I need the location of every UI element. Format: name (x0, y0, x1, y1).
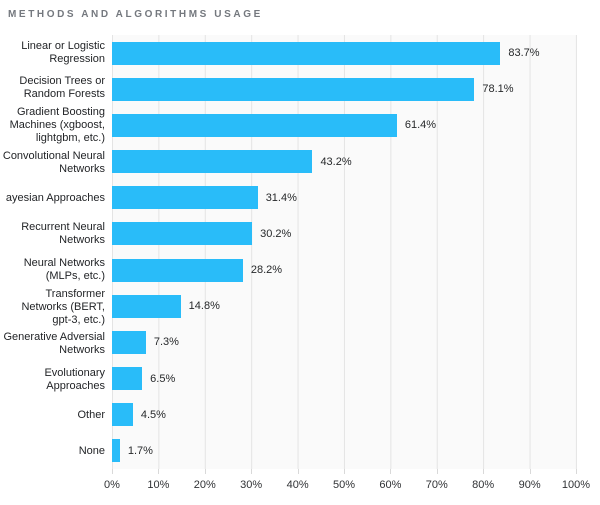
value-label: 6.5% (150, 372, 176, 385)
bar-row: 14.8% (112, 288, 577, 324)
bar (112, 113, 397, 137)
bar (112, 150, 313, 174)
x-tick-label: 20% (193, 479, 216, 491)
bar (112, 222, 253, 246)
x-tick-label: 30% (240, 479, 263, 491)
bar (112, 330, 146, 354)
bar (112, 403, 133, 427)
category-label: Generative Adversial Networks (3, 331, 106, 357)
value-label: 4.5% (140, 408, 166, 421)
bar-row: 78.1% (112, 71, 577, 107)
bar-row: 6.5% (112, 361, 577, 397)
value-label: 83.7% (508, 47, 540, 60)
x-tick-label: 50% (332, 479, 356, 491)
category-label: Convolutional Neural Networks (2, 149, 105, 175)
chart-title: METHODS AND ALGORITHMS USAGE (8, 9, 263, 20)
x-tick-mark (436, 469, 438, 474)
bar (112, 77, 475, 101)
value-label: 14.8% (188, 300, 220, 313)
x-tick-mark (483, 469, 485, 474)
bar-row: 4.5% (112, 397, 577, 433)
bar-row: 30.2% (112, 216, 577, 252)
bar (112, 439, 120, 463)
category-labels: Linear or Logistic Regression Decision Tr… (0, 35, 105, 469)
value-label: 30.2% (260, 227, 292, 240)
x-tick-label: 90% (518, 479, 541, 491)
x-tick-mark (344, 469, 345, 474)
bar (112, 367, 143, 391)
x-tick-mark (576, 469, 577, 474)
bar (112, 186, 258, 210)
bar-row: 28.2% (112, 252, 577, 288)
x-axis: 0% 10% 20% 30% 40% 50% 60% 70% 80% 90% 100% (0, 469, 600, 503)
bar-row: 61.4% (112, 107, 577, 143)
value-label: 1.7% (127, 444, 153, 457)
x-tick-mark (390, 469, 392, 474)
category-label: Recurrent Neural Networks (21, 221, 105, 247)
value-label: 78.1% (482, 83, 514, 96)
x-tick-mark (112, 469, 113, 474)
x-tick-mark (251, 469, 253, 474)
x-tick-label: 70% (425, 479, 448, 491)
bar-row: 31.4% (112, 180, 577, 216)
value-label: 43.2% (320, 155, 352, 168)
x-tick-mark (204, 469, 206, 474)
x-tick-label: 60% (379, 479, 402, 491)
bar-row: 7.3% (112, 324, 577, 360)
x-tick-mark (158, 469, 160, 474)
x-tick-label: 80% (472, 479, 495, 491)
x-tick-label: 10% (147, 479, 170, 491)
x-tick-mark (529, 469, 531, 474)
bar (112, 294, 181, 318)
x-tick-mark (297, 469, 299, 474)
category-label: None (78, 444, 105, 457)
bar-row: 83.7% (112, 35, 577, 71)
bar-row: 43.2% (112, 144, 577, 180)
category-label: ayesian Approaches (5, 192, 105, 205)
category-label: Linear or Logistic Regression (21, 39, 105, 65)
x-tick-label: 40% (286, 479, 309, 491)
category-label: Gradient Boosting Machines (xgboost, lig… (9, 106, 105, 145)
bar (112, 41, 501, 65)
category-label: Other (77, 409, 105, 422)
value-label: 61.4% (404, 119, 437, 132)
category-label: Decision Trees or Random Forests (19, 75, 105, 101)
x-tick-label: 100% (561, 479, 591, 491)
category-label: Transformer Networks (BERT, gpt-3, etc.) (21, 287, 105, 326)
category-label: Neural Networks (MLPs, etc.) (23, 256, 105, 282)
x-tick-label: 0% (104, 479, 120, 491)
bar (112, 258, 243, 282)
bar-row: 1.7% (112, 433, 577, 469)
value-label: 7.3% (153, 336, 179, 349)
category-label: Evolutionary Approaches (44, 366, 105, 392)
value-label: 28.2% (250, 264, 283, 277)
value-label: 31.4% (265, 191, 297, 204)
plot-area: 83.7% 78.1% 61.4% 43.2% 31.4% 30.2% 28.2% 14.8%… (112, 35, 577, 469)
